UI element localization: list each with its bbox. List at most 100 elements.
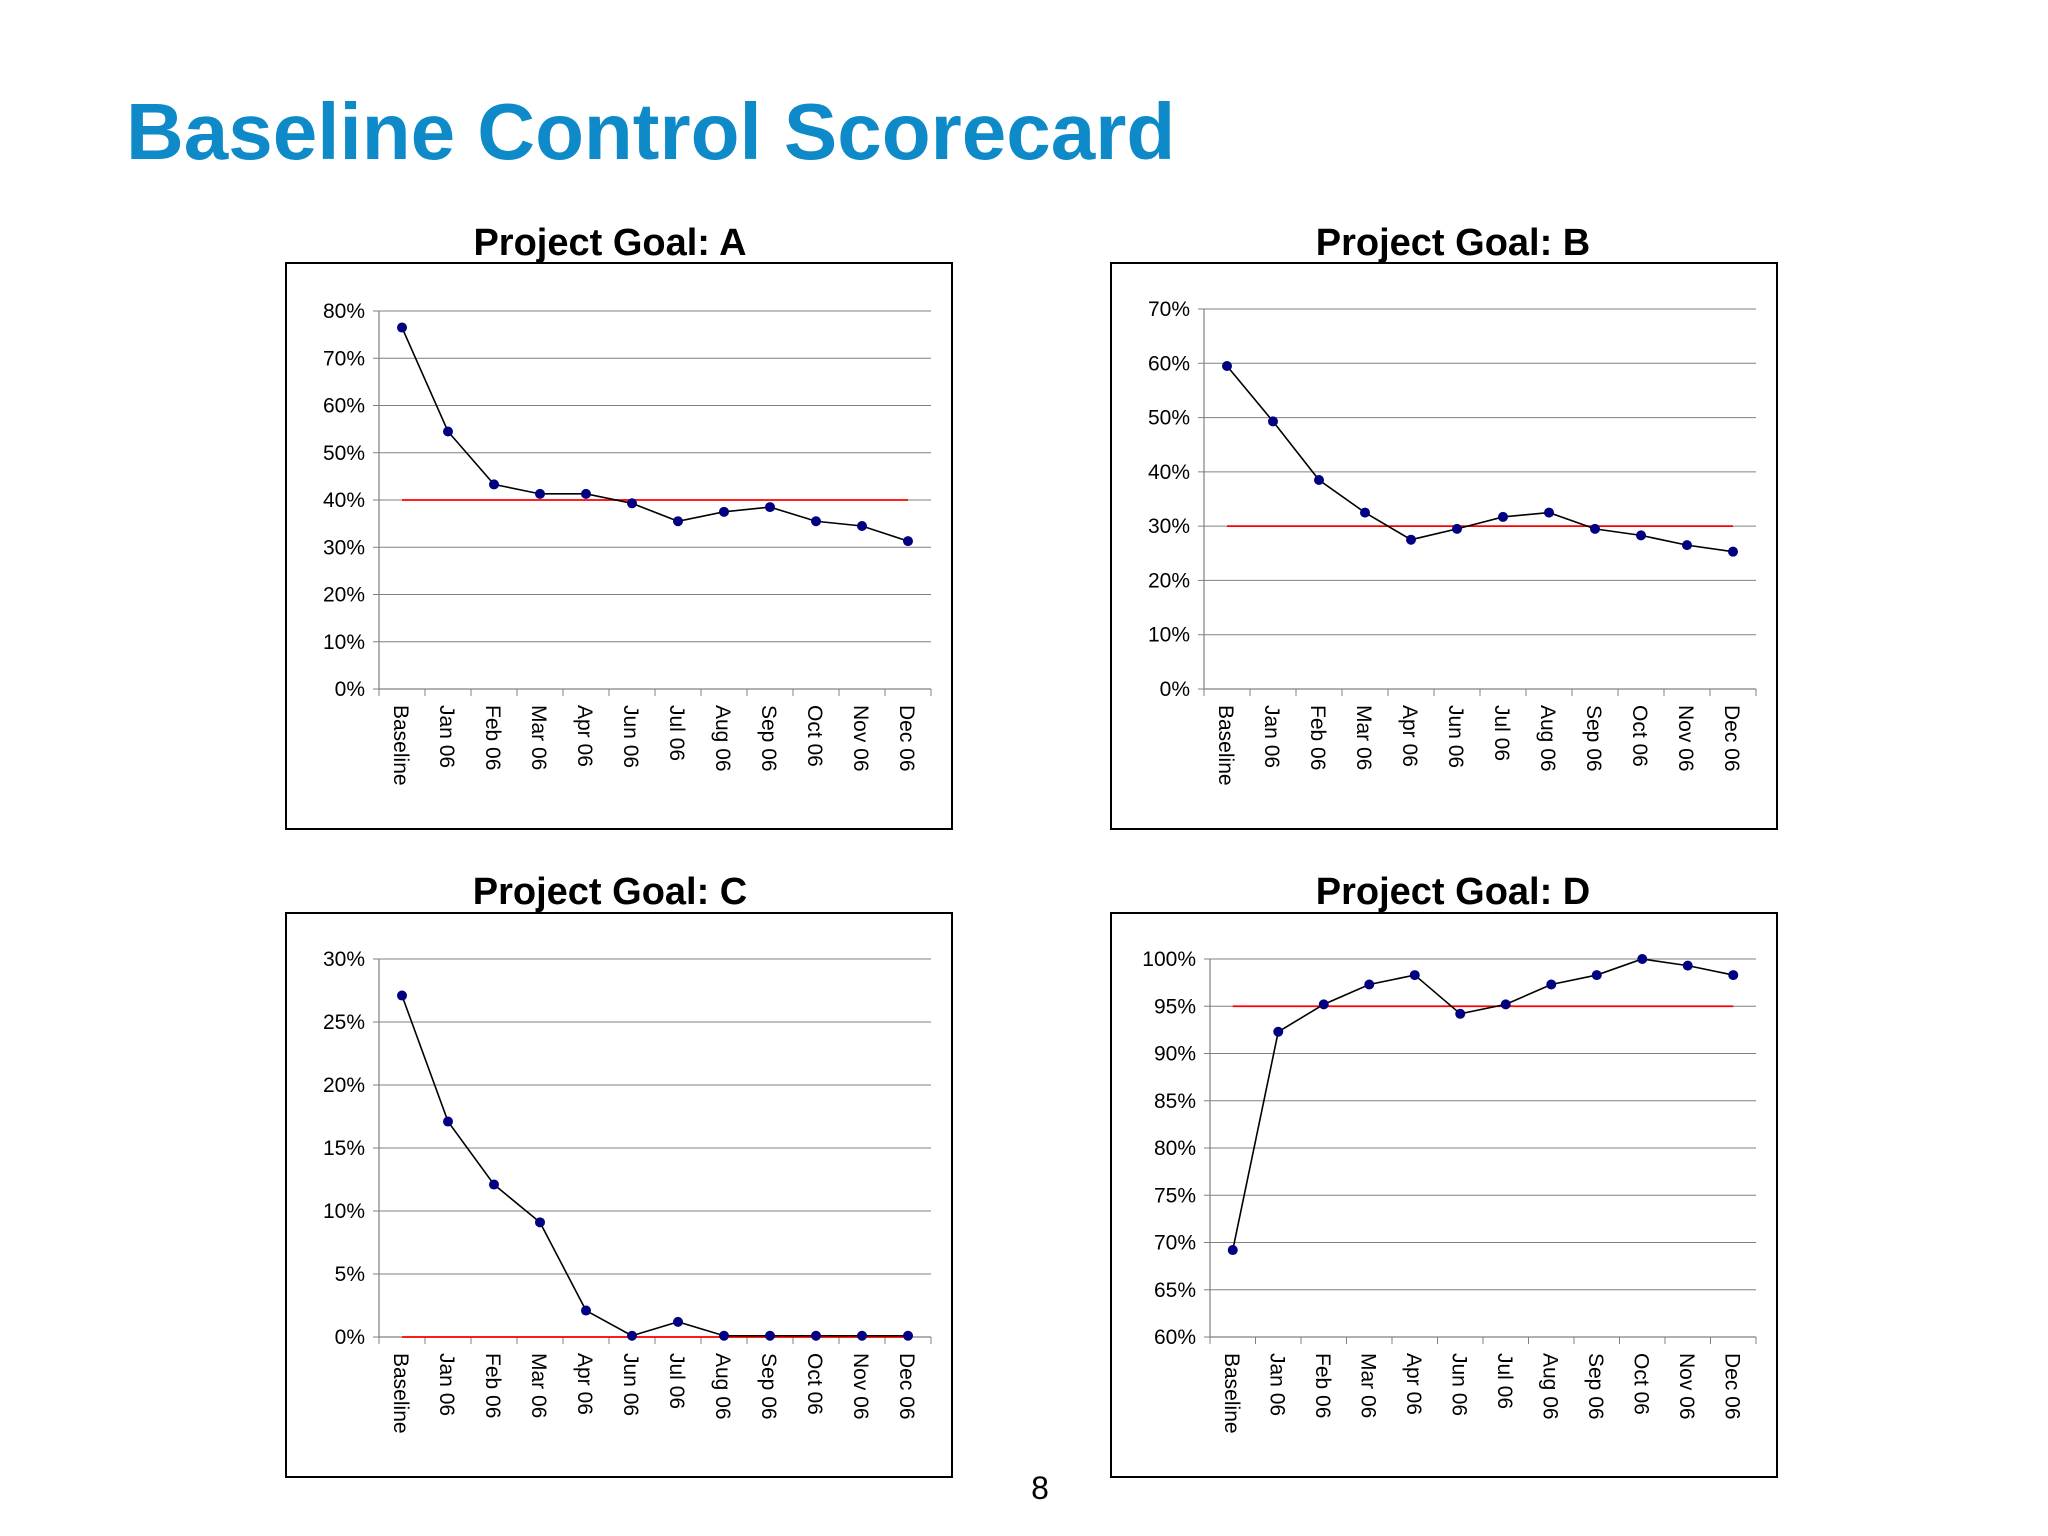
y-tick-label: 75%: [1154, 1184, 1196, 1207]
data-point: [1682, 540, 1692, 551]
x-tick-label: Nov 06: [1675, 1353, 1698, 1420]
x-tick-label: Feb 06: [1311, 1353, 1334, 1418]
x-tick-label: Feb 06: [1306, 705, 1329, 770]
chart-d-plot: 60% 65% 70% 75% 80% 85% 90% 95% 100% Baseline Jan …: [1142, 948, 1757, 1434]
x-tick-label: Dec 06: [1720, 705, 1743, 772]
x-tick-label: Jun 06: [619, 705, 642, 768]
y-tick-label: 0%: [335, 1326, 365, 1349]
data-point: [1406, 534, 1416, 545]
y-tick-label: 95%: [1154, 995, 1196, 1018]
x-tick-label: Nov 06: [849, 1353, 872, 1420]
y-tick-label: 20%: [323, 1074, 365, 1097]
chart-title-d: Project Goal: D: [1315, 871, 1591, 913]
y-tick-label: 40%: [1148, 461, 1190, 484]
x-tick-label: Feb 06: [481, 705, 504, 770]
data-point: [535, 488, 545, 499]
y-tick-label: 60%: [1154, 1326, 1196, 1349]
data-point: [443, 1116, 453, 1127]
x-tick-label: Aug 06: [711, 705, 734, 772]
data-point: [581, 1305, 591, 1316]
x-tick-label: Dec 06: [895, 1353, 918, 1420]
x-tick-label: Jul 06: [665, 1353, 688, 1409]
data-point: [1452, 523, 1462, 534]
y-tick-label: 30%: [323, 536, 365, 559]
y-tick-label: 70%: [1154, 1232, 1196, 1255]
chart-frame-c: 0% 5% 10% 15% 20% 25% 30% Baseline Jan 06 Feb 06 M…: [285, 912, 953, 1478]
y-tick-label: 50%: [1148, 407, 1190, 430]
chart-b-plot: 0% 10% 20% 30% 40% 50% 60% 70% Baseline Jan 06 Feb…: [1148, 298, 1757, 786]
y-tick-label: 85%: [1154, 1090, 1196, 1113]
x-tick-label: Aug 06: [711, 1353, 734, 1420]
series-line: [1226, 365, 1734, 553]
data-point: [1314, 475, 1324, 485]
x-tick-label: Dec 06: [1720, 1353, 1743, 1420]
y-tick-label: 10%: [323, 631, 365, 654]
x-tick-label: Jul 06: [1493, 1353, 1516, 1409]
series-line: [401, 327, 909, 542]
x-tick-label: Jul 06: [665, 705, 688, 761]
y-tick-label: 30%: [323, 948, 365, 971]
chart-a-plot: 0% 10% 20% 30% 40% 50% 60% 70% 80% Baseline Jan 06…: [323, 300, 932, 786]
data-point: [1590, 523, 1600, 534]
data-point: [765, 1330, 775, 1341]
data-point: [903, 1330, 913, 1341]
x-tick-label: Apr 06: [573, 1353, 596, 1415]
data-point: [1636, 530, 1646, 541]
y-tick-label: 60%: [1148, 352, 1190, 375]
chart-title-b: Project Goal: B: [1315, 222, 1591, 264]
chart-frame-b: 0% 10% 20% 30% 40% 50% 60% 70% Baseline Jan 06 Feb…: [1110, 262, 1778, 830]
x-tick-label: Mar 06: [527, 705, 550, 770]
data-point: [489, 479, 499, 490]
x-tick-label: Apr 06: [1398, 705, 1421, 767]
x-tick-label: Apr 06: [573, 705, 596, 767]
x-tick-label: Mar 06: [527, 1353, 550, 1418]
x-tick-label: Dec 06: [895, 705, 918, 772]
data-point: [719, 506, 729, 517]
data-point: [857, 520, 867, 531]
y-tick-label: 15%: [323, 1137, 365, 1160]
x-tick-label: Feb 06: [481, 1353, 504, 1418]
data-point: [489, 1179, 499, 1190]
y-tick-label: 50%: [323, 442, 365, 465]
x-tick-label: Jun 06: [1447, 1353, 1470, 1416]
series-line: [401, 995, 908, 1337]
y-tick-label: 30%: [1148, 515, 1190, 538]
data-point: [1637, 954, 1648, 964]
chart-title-c: Project Goal: C: [472, 871, 748, 913]
data-point: [1682, 960, 1693, 971]
y-tick-label: 25%: [323, 1011, 365, 1034]
y-tick-label: 100%: [1142, 948, 1196, 971]
x-tick-label: Jan 06: [1265, 1353, 1288, 1416]
data-point: [1546, 979, 1557, 990]
x-tick-label: Jan 06: [435, 1353, 458, 1416]
data-point: [1364, 979, 1375, 990]
data-point: [1273, 1026, 1284, 1037]
x-tick-label: Baseline: [389, 1353, 412, 1434]
data-point: [1227, 1245, 1238, 1256]
x-tick-label: Aug 06: [1536, 705, 1559, 772]
x-tick-label: Oct 06: [803, 1353, 826, 1415]
x-tick-label: Apr 06: [1402, 1353, 1425, 1415]
y-tick-label: 0%: [1160, 678, 1190, 701]
slide-title: Baseline Control Scorecard: [126, 87, 1176, 176]
x-tick-label: Nov 06: [849, 705, 872, 772]
chart-frame-d: 60% 65% 70% 75% 80% 85% 90% 95% 100% Baseline Jan …: [1110, 912, 1778, 1478]
y-tick-label: 10%: [1148, 624, 1190, 647]
data-point: [765, 502, 775, 513]
series-line: [1231, 958, 1734, 1251]
y-tick-label: 5%: [335, 1263, 365, 1286]
data-point: [627, 498, 637, 509]
y-tick-label: 0%: [335, 678, 365, 701]
data-point: [673, 516, 683, 527]
data-point: [581, 488, 591, 499]
y-tick-label: 70%: [323, 347, 365, 370]
data-point: [627, 1330, 637, 1341]
y-tick-label: 10%: [323, 1200, 365, 1223]
data-point: [397, 322, 407, 333]
data-point: [535, 1217, 545, 1228]
x-tick-label: Oct 06: [1628, 705, 1651, 767]
page-number: 8: [1031, 1470, 1049, 1506]
y-tick-label: 70%: [1148, 298, 1190, 321]
data-point: [903, 536, 913, 547]
data-point: [1728, 970, 1739, 981]
